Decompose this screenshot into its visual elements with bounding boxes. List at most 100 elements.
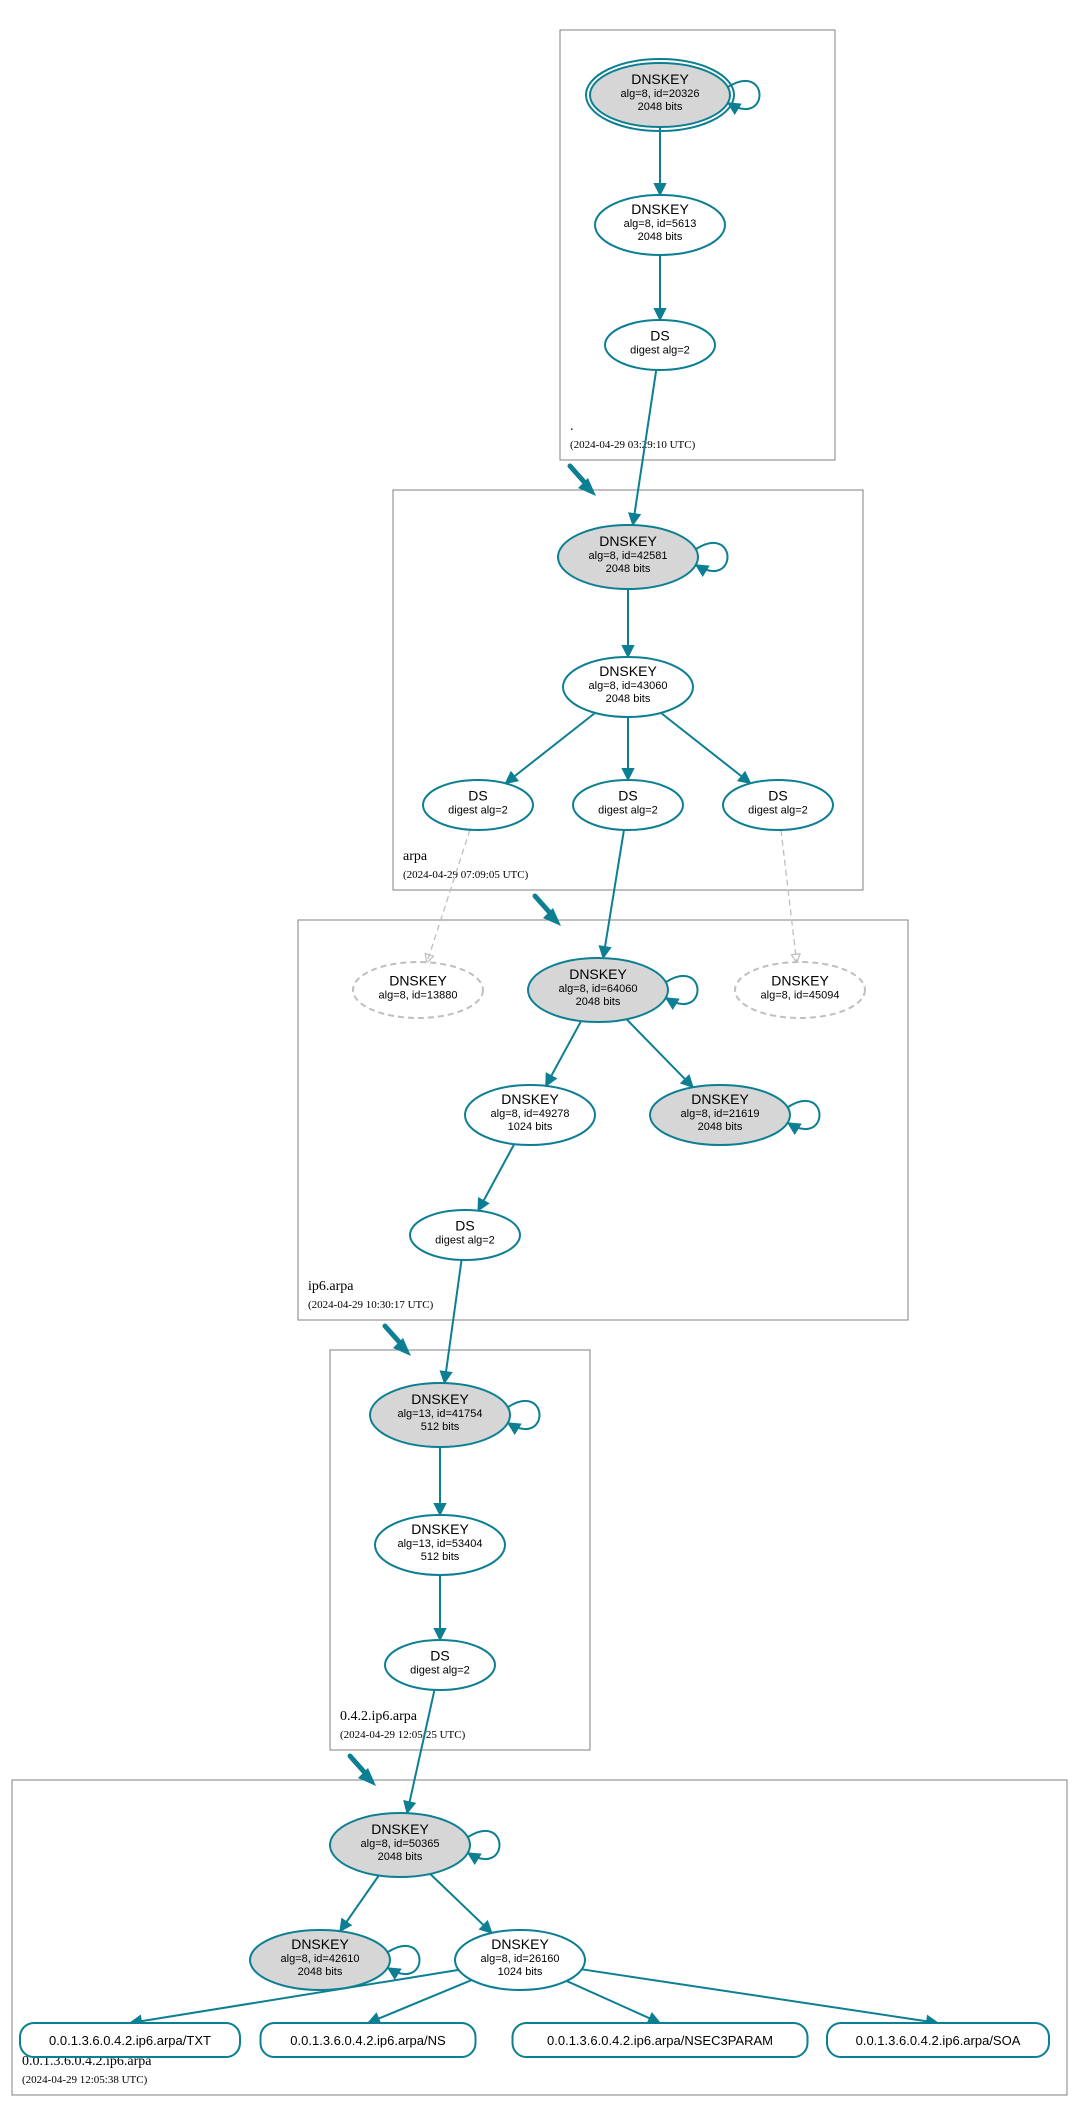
svg-text:DS: DS [618, 788, 637, 804]
edge-full-ksk-full-zsk [430, 1874, 492, 1933]
edge-arpa-ds1-ip6-revoked1 [427, 830, 470, 963]
node-root-ksk: DNSKEYalg=8, id=203262048 bits [586, 59, 760, 131]
edge-full-ksk-full-k2 [340, 1875, 379, 1931]
edge-full-zsk-rr-nsec3 [567, 1981, 660, 2023]
svg-text:alg=13, id=53404: alg=13, id=53404 [397, 1538, 482, 1550]
selfloop-ip6-ksk [666, 976, 698, 1004]
zone-label-root: . [570, 419, 574, 434]
node-root-zsk: DNSKEYalg=8, id=56132048 bits [595, 195, 725, 255]
svg-text:0.0.1.3.6.0.4.2.ip6.arpa/TXT: 0.0.1.3.6.0.4.2.ip6.arpa/TXT [49, 2033, 211, 2048]
selfloop-arpa-ksk [696, 543, 728, 571]
node-ip6-k2: DNSKEYalg=8, id=216192048 bits [650, 1085, 820, 1145]
rrset-nodes: 0.0.1.3.6.0.4.2.ip6.arpa/TXT 0.0.1.3.6.0.… [20, 2023, 1049, 2057]
svg-text:DNSKEY: DNSKEY [631, 71, 689, 87]
edge-ip6-ksk-ip6-zsk [546, 1021, 581, 1086]
edges [130, 127, 938, 2023]
node-full-ksk: DNSKEYalg=8, id=503652048 bits [330, 1813, 500, 1877]
svg-text:2048 bits: 2048 bits [298, 1966, 343, 1978]
svg-text:alg=8, id=20326: alg=8, id=20326 [621, 88, 700, 100]
zone-timestamp-full: (2024-04-29 12:05:38 UTC) [22, 2074, 148, 2086]
svg-text:DNSKEY: DNSKEY [389, 973, 447, 989]
svg-text:DNSKEY: DNSKEY [371, 1821, 429, 1837]
node-042-ds: DSdigest alg=2 [385, 1640, 495, 1690]
svg-text:digest alg=2: digest alg=2 [598, 805, 658, 817]
svg-text:DNSKEY: DNSKEY [501, 1091, 559, 1107]
svg-text:DNSKEY: DNSKEY [599, 533, 657, 549]
zone-label-ip6: ip6.arpa [308, 1279, 354, 1294]
svg-text:digest alg=2: digest alg=2 [448, 805, 508, 817]
svg-text:1024 bits: 1024 bits [498, 1966, 543, 1978]
svg-text:DNSKEY: DNSKEY [569, 966, 627, 982]
svg-text:0.0.1.3.6.0.4.2.ip6.arpa/NS: 0.0.1.3.6.0.4.2.ip6.arpa/NS [290, 2033, 446, 2048]
edge-arpa-ds2-ip6-ksk [603, 830, 624, 958]
node-arpa-ds3: DSdigest alg=2 [723, 780, 833, 830]
zone-timestamp-arpa: (2024-04-29 07:09:05 UTC) [403, 869, 529, 881]
svg-text:digest alg=2: digest alg=2 [435, 1235, 495, 1247]
svg-text:alg=13, id=41754: alg=13, id=41754 [397, 1408, 482, 1420]
svg-text:512 bits: 512 bits [421, 1551, 460, 1563]
svg-text:DNSKEY: DNSKEY [411, 1391, 469, 1407]
svg-text:DNSKEY: DNSKEY [491, 1936, 549, 1952]
svg-text:2048 bits: 2048 bits [638, 231, 683, 243]
svg-text:2048 bits: 2048 bits [638, 101, 683, 113]
zone-timestamp-ip6: (2024-04-29 10:30:17 UTC) [308, 1299, 434, 1311]
edge-arpa-zsk-arpa-ds3 [661, 713, 751, 783]
svg-text:DS: DS [468, 788, 487, 804]
svg-text:digest alg=2: digest alg=2 [630, 345, 690, 357]
node-arpa-ds1: DSdigest alg=2 [423, 780, 533, 830]
svg-text:DS: DS [768, 788, 787, 804]
edge-full-zsk-rr-ns [368, 1980, 472, 2023]
svg-text:DS: DS [455, 1218, 474, 1234]
svg-text:DNSKEY: DNSKEY [411, 1521, 469, 1537]
svg-text:digest alg=2: digest alg=2 [410, 1665, 470, 1677]
node-ip6-revoked2: DNSKEYalg=8, id=45094 [735, 962, 865, 1018]
svg-text:0.0.1.3.6.0.4.2.ip6.arpa/NSEC3: 0.0.1.3.6.0.4.2.ip6.arpa/NSEC3PARAM [547, 2033, 773, 2048]
svg-text:DNSKEY: DNSKEY [691, 1091, 749, 1107]
edge-ip6-ds-042-ksk [444, 1260, 461, 1383]
node-ip6-ds: DSdigest alg=2 [410, 1210, 520, 1260]
node-arpa-ksk: DNSKEYalg=8, id=425812048 bits [558, 525, 728, 589]
edge-ip6-zsk-ip6-ds [478, 1144, 514, 1211]
selfloop-full-ksk [468, 1831, 500, 1859]
svg-text:DS: DS [650, 328, 669, 344]
node-042-zsk: DNSKEYalg=13, id=53404512 bits [375, 1515, 505, 1575]
svg-text:digest alg=2: digest alg=2 [748, 805, 808, 817]
svg-text:DNSKEY: DNSKEY [291, 1936, 349, 1952]
svg-text:2048 bits: 2048 bits [576, 996, 621, 1008]
svg-text:alg=8, id=13880: alg=8, id=13880 [379, 990, 458, 1002]
node-full-zsk: DNSKEYalg=8, id=261601024 bits [455, 1930, 585, 1990]
selfloop-full-k2 [388, 1946, 420, 1974]
edge-arpa-ds3-ip6-revoked2 [781, 830, 797, 962]
svg-text:0.0.1.3.6.0.4.2.ip6.arpa/SOA: 0.0.1.3.6.0.4.2.ip6.arpa/SOA [856, 2033, 1021, 2048]
nodes: DNSKEYalg=8, id=203262048 bitsDNSKEYalg=… [250, 59, 865, 1990]
svg-text:alg=8, id=50365: alg=8, id=50365 [361, 1838, 440, 1850]
svg-text:DNSKEY: DNSKEY [631, 201, 689, 217]
svg-text:512 bits: 512 bits [421, 1421, 460, 1433]
edge-arpa-zsk-arpa-ds1 [506, 713, 596, 783]
svg-text:alg=8, id=64060: alg=8, id=64060 [559, 983, 638, 995]
svg-text:alg=8, id=49278: alg=8, id=49278 [491, 1108, 570, 1120]
node-ip6-ksk: DNSKEYalg=8, id=640602048 bits [528, 958, 698, 1022]
zone-label-042: 0.4.2.ip6.arpa [340, 1709, 418, 1724]
svg-text:2048 bits: 2048 bits [606, 563, 651, 575]
svg-text:2048 bits: 2048 bits [378, 1851, 423, 1863]
svg-text:alg=8, id=43060: alg=8, id=43060 [589, 680, 668, 692]
zone-label-arpa: arpa [403, 849, 428, 864]
svg-text:2048 bits: 2048 bits [698, 1121, 743, 1133]
zone-timestamp-042: (2024-04-29 12:05:25 UTC) [340, 1729, 466, 1741]
selfloop-root-ksk [728, 81, 760, 109]
node-042-ksk: DNSKEYalg=13, id=41754512 bits [370, 1383, 540, 1447]
edge-full-zsk-rr-soa [582, 1969, 938, 2023]
selfloop-042-ksk [508, 1401, 540, 1429]
selfloop-ip6-k2 [788, 1101, 820, 1129]
svg-text:1024 bits: 1024 bits [508, 1121, 553, 1133]
svg-text:alg=8, id=42581: alg=8, id=42581 [589, 550, 668, 562]
svg-text:alg=8, id=21619: alg=8, id=21619 [681, 1108, 760, 1120]
node-arpa-zsk: DNSKEYalg=8, id=430602048 bits [563, 657, 693, 717]
node-ip6-revoked1: DNSKEYalg=8, id=13880 [353, 962, 483, 1018]
node-arpa-ds2: DSdigest alg=2 [573, 780, 683, 830]
zone-boxes: .(2024-04-29 03:29:10 UTC)arpa(2024-04-2… [12, 30, 1067, 2095]
svg-text:alg=8, id=5613: alg=8, id=5613 [624, 218, 697, 230]
edge-ip6-ksk-ip6-k2 [627, 1019, 693, 1087]
svg-text:alg=8, id=45094: alg=8, id=45094 [761, 990, 840, 1002]
